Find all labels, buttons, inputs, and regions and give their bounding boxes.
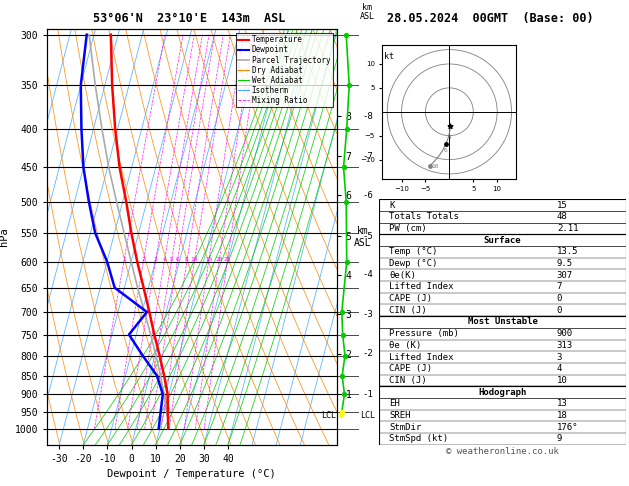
Text: -2: -2 xyxy=(362,349,373,358)
Point xyxy=(337,408,347,416)
Text: 10: 10 xyxy=(431,164,438,169)
Text: CAPE (J): CAPE (J) xyxy=(389,364,432,373)
Point xyxy=(338,163,348,171)
Text: 18: 18 xyxy=(557,411,567,420)
Text: θe(K): θe(K) xyxy=(389,271,416,280)
Point xyxy=(425,162,435,170)
Text: Temp (°C): Temp (°C) xyxy=(389,247,438,256)
Text: CAPE (J): CAPE (J) xyxy=(389,294,432,303)
Text: 10: 10 xyxy=(557,376,567,385)
Text: 28.05.2024  00GMT  (Base: 00): 28.05.2024 00GMT (Base: 00) xyxy=(387,12,594,25)
Text: 15: 15 xyxy=(205,257,213,261)
Text: 0: 0 xyxy=(557,294,562,303)
Text: Totals Totals: Totals Totals xyxy=(389,212,459,221)
Text: -7: -7 xyxy=(362,152,373,161)
Text: 13.5: 13.5 xyxy=(557,247,578,256)
Text: 15: 15 xyxy=(557,201,567,209)
Text: LCL: LCL xyxy=(360,411,375,420)
Point xyxy=(338,330,348,338)
Point xyxy=(441,140,451,148)
Point xyxy=(445,122,455,130)
Text: -8: -8 xyxy=(362,112,373,121)
Text: K: K xyxy=(389,201,394,209)
Text: 2.11: 2.11 xyxy=(557,224,578,233)
Text: 13: 13 xyxy=(557,399,567,408)
Bar xyxy=(379,386,626,445)
Bar xyxy=(379,316,626,386)
Text: 1: 1 xyxy=(122,257,126,261)
Point xyxy=(340,390,350,398)
Text: Lifted Index: Lifted Index xyxy=(389,352,454,362)
Text: 7: 7 xyxy=(557,282,562,292)
Text: 9.5: 9.5 xyxy=(557,259,573,268)
Text: -5: -5 xyxy=(362,231,373,241)
Point xyxy=(341,198,351,206)
Text: θe (K): θe (K) xyxy=(389,341,421,350)
Text: -1: -1 xyxy=(362,390,373,399)
Text: Surface: Surface xyxy=(484,236,521,244)
Text: 6: 6 xyxy=(175,257,179,261)
Text: PW (cm): PW (cm) xyxy=(389,224,426,233)
Point xyxy=(337,308,347,316)
Text: Dewp (°C): Dewp (°C) xyxy=(389,259,438,268)
Text: 313: 313 xyxy=(557,341,573,350)
Text: 6: 6 xyxy=(444,148,448,153)
Text: 4: 4 xyxy=(448,136,452,140)
Point xyxy=(337,372,347,380)
Text: LCL: LCL xyxy=(321,411,336,420)
Point xyxy=(342,125,352,133)
Text: CIN (J): CIN (J) xyxy=(389,306,426,315)
Text: Pressure (mb): Pressure (mb) xyxy=(389,329,459,338)
Point xyxy=(341,31,351,38)
Text: 900: 900 xyxy=(557,329,573,338)
Text: Hodograph: Hodograph xyxy=(479,388,526,397)
Text: Lifted Index: Lifted Index xyxy=(389,282,454,292)
Point xyxy=(344,81,354,89)
Text: -3: -3 xyxy=(362,310,373,319)
Point xyxy=(340,352,350,360)
Text: 2: 2 xyxy=(142,257,145,261)
Text: 0: 0 xyxy=(557,306,562,315)
Text: 3: 3 xyxy=(557,352,562,362)
Text: EH: EH xyxy=(389,399,400,408)
Text: km
ASL: km ASL xyxy=(360,3,375,21)
Legend: Temperature, Dewpoint, Parcel Trajectory, Dry Adiabat, Wet Adiabat, Isotherm, Mi: Temperature, Dewpoint, Parcel Trajectory… xyxy=(236,33,333,107)
Text: -6: -6 xyxy=(362,191,373,200)
Text: StmDir: StmDir xyxy=(389,423,421,432)
Text: 53°06'N  23°10'E  143m  ASL: 53°06'N 23°10'E 143m ASL xyxy=(92,12,285,25)
Text: 4: 4 xyxy=(557,364,562,373)
Text: -4: -4 xyxy=(362,270,373,279)
X-axis label: Dewpoint / Temperature (°C): Dewpoint / Temperature (°C) xyxy=(108,469,276,479)
Text: 8: 8 xyxy=(185,257,189,261)
Text: 9: 9 xyxy=(557,434,562,443)
Text: 25: 25 xyxy=(223,257,231,261)
Point xyxy=(336,412,346,419)
Text: StmSpd (kt): StmSpd (kt) xyxy=(389,434,448,443)
Text: 20: 20 xyxy=(215,257,223,261)
Y-axis label: hPa: hPa xyxy=(0,227,9,246)
Text: 10: 10 xyxy=(191,257,198,261)
Text: 176°: 176° xyxy=(557,423,578,432)
Text: 307: 307 xyxy=(557,271,573,280)
Text: 5: 5 xyxy=(169,257,173,261)
Text: CIN (J): CIN (J) xyxy=(389,376,426,385)
Bar xyxy=(379,199,626,234)
Text: 3: 3 xyxy=(153,257,157,261)
Text: Most Unstable: Most Unstable xyxy=(467,317,538,327)
Text: © weatheronline.co.uk: © weatheronline.co.uk xyxy=(446,447,559,456)
Text: kt: kt xyxy=(384,52,394,61)
Text: 4: 4 xyxy=(162,257,166,261)
Bar xyxy=(379,234,626,316)
Text: SREH: SREH xyxy=(389,411,411,420)
Y-axis label: km
ASL: km ASL xyxy=(353,226,371,248)
Point xyxy=(342,258,352,265)
Text: 48: 48 xyxy=(557,212,567,221)
